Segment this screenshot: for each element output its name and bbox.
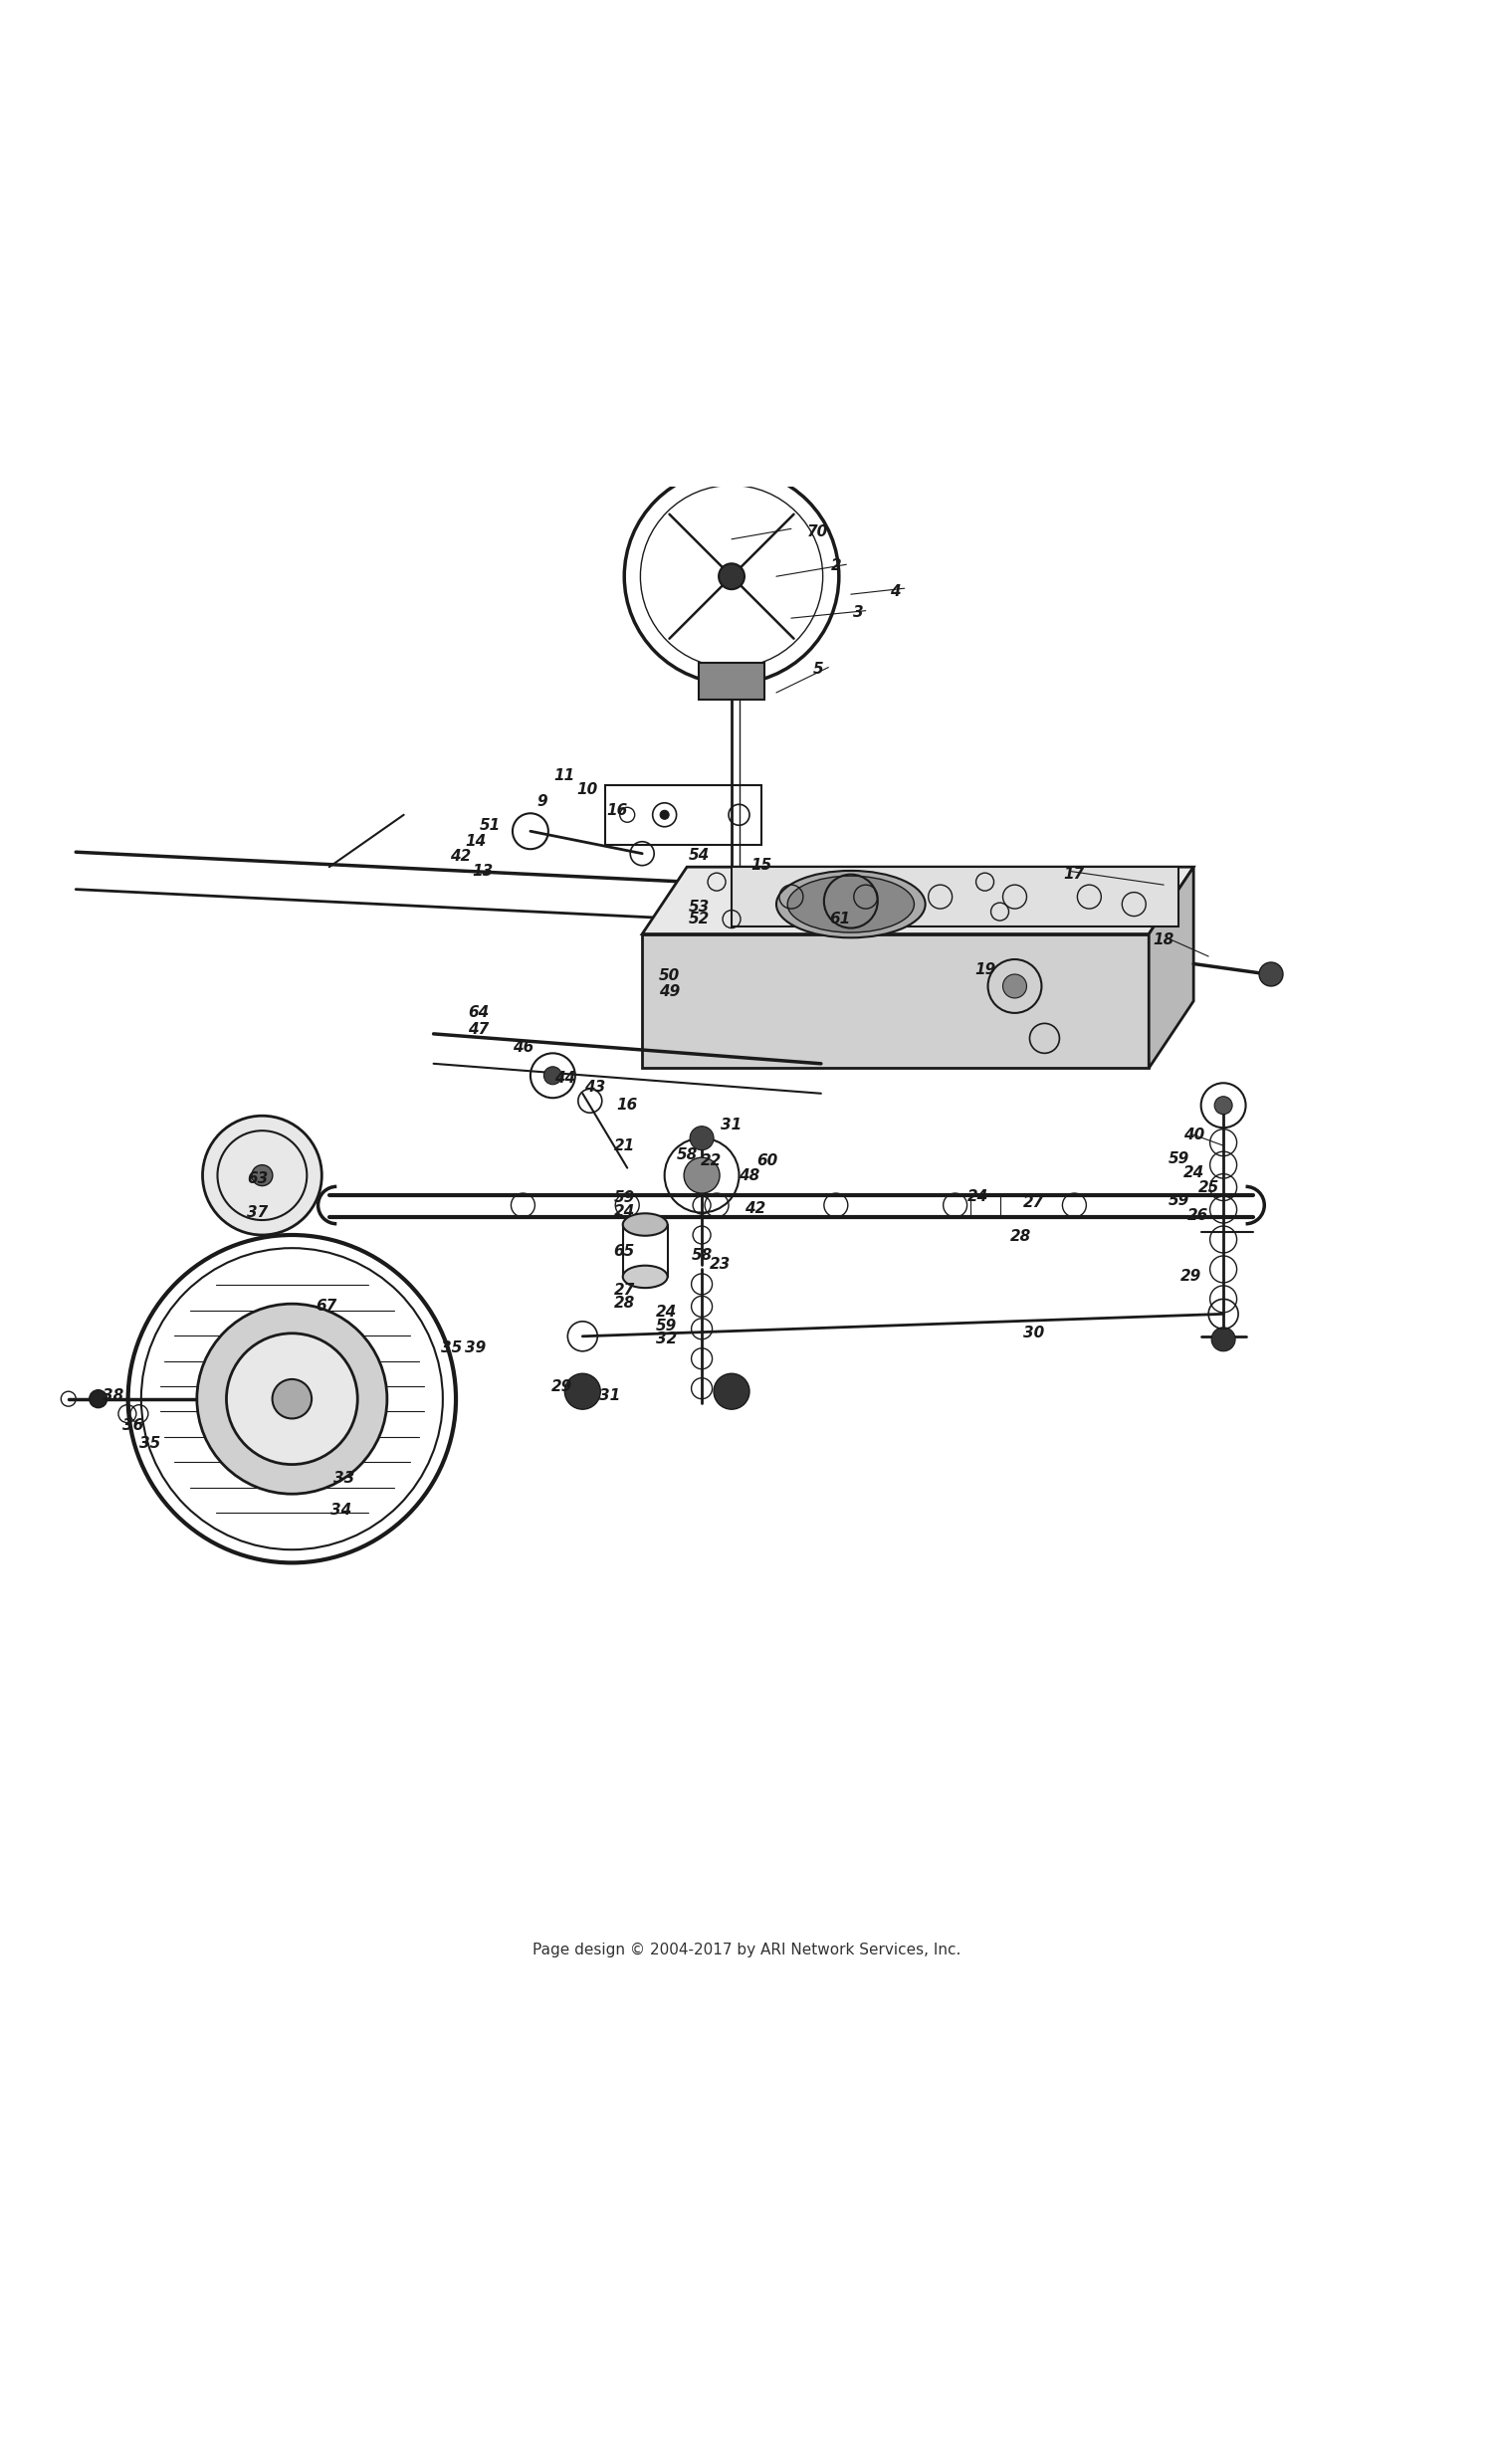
Text: Page design © 2004-2017 by ARI Network Services, Inc.: Page design © 2004-2017 by ARI Network S…: [533, 1942, 960, 1956]
Text: 18: 18: [1153, 931, 1175, 949]
Text: 22: 22: [700, 1153, 721, 1168]
Text: 15: 15: [751, 857, 772, 872]
Text: 43: 43: [584, 1079, 605, 1094]
Text: 17: 17: [1065, 867, 1085, 882]
Text: 4: 4: [890, 584, 900, 599]
Text: 59: 59: [1168, 1151, 1190, 1165]
Text: 24: 24: [655, 1306, 676, 1321]
Text: 61: 61: [830, 912, 851, 926]
Polygon shape: [732, 867, 1178, 926]
Circle shape: [564, 1372, 600, 1409]
Circle shape: [718, 564, 745, 589]
Text: 58: 58: [676, 1148, 697, 1163]
Text: 36: 36: [122, 1419, 143, 1434]
Circle shape: [690, 1126, 714, 1151]
Text: 49: 49: [658, 986, 679, 1000]
Text: 52: 52: [688, 912, 709, 926]
Text: 37: 37: [248, 1205, 269, 1220]
Text: 70: 70: [808, 525, 829, 540]
Text: 16: 16: [606, 803, 627, 818]
Circle shape: [197, 1303, 387, 1493]
Circle shape: [272, 1380, 312, 1419]
Text: 58: 58: [691, 1249, 712, 1264]
Polygon shape: [642, 934, 1150, 1067]
Circle shape: [660, 811, 669, 818]
Text: 2: 2: [830, 559, 841, 574]
Text: 59: 59: [655, 1318, 676, 1333]
Text: 67: 67: [315, 1299, 337, 1313]
FancyBboxPatch shape: [687, 904, 746, 949]
Text: 35: 35: [440, 1340, 461, 1355]
Text: 24: 24: [967, 1188, 988, 1205]
Text: 31: 31: [599, 1387, 620, 1404]
Text: 3: 3: [853, 604, 863, 618]
Text: 27: 27: [1024, 1195, 1045, 1210]
Polygon shape: [705, 424, 758, 461]
Text: 5: 5: [812, 660, 823, 675]
Text: 59: 59: [614, 1190, 635, 1205]
Text: 54: 54: [688, 848, 709, 862]
Text: 53: 53: [688, 899, 709, 914]
Text: 34: 34: [330, 1503, 352, 1518]
Text: 38: 38: [103, 1387, 124, 1404]
Text: 32: 32: [655, 1333, 676, 1348]
Text: 24: 24: [1182, 1165, 1205, 1180]
Circle shape: [227, 1333, 357, 1464]
Text: 44: 44: [554, 1072, 575, 1087]
Text: 27: 27: [614, 1284, 635, 1299]
Text: 9: 9: [537, 793, 548, 808]
Text: 10: 10: [576, 781, 597, 796]
Text: 60: 60: [757, 1153, 778, 1168]
Circle shape: [1003, 973, 1027, 998]
Ellipse shape: [787, 875, 914, 931]
Text: 31: 31: [721, 1116, 742, 1131]
Text: 13: 13: [472, 865, 493, 880]
Text: 35: 35: [140, 1437, 161, 1451]
Ellipse shape: [776, 870, 926, 939]
Polygon shape: [642, 867, 1193, 934]
Text: 29: 29: [1179, 1269, 1202, 1284]
Text: 19: 19: [975, 963, 996, 978]
Text: 42: 42: [449, 850, 470, 865]
Text: 33: 33: [333, 1471, 355, 1486]
Polygon shape: [1150, 867, 1193, 1067]
Circle shape: [684, 1158, 720, 1193]
Text: 23: 23: [709, 1257, 730, 1271]
Text: 48: 48: [739, 1168, 760, 1183]
FancyBboxPatch shape: [699, 663, 764, 700]
Text: 63: 63: [248, 1170, 269, 1185]
Text: 42: 42: [745, 1200, 766, 1215]
Text: 29: 29: [551, 1380, 572, 1395]
Text: 21: 21: [614, 1138, 635, 1153]
Text: 65: 65: [614, 1244, 635, 1259]
Ellipse shape: [623, 1266, 667, 1289]
Text: 24: 24: [614, 1205, 635, 1220]
Circle shape: [252, 1165, 273, 1185]
Text: 25: 25: [1197, 1180, 1220, 1195]
Text: 16: 16: [617, 1099, 638, 1114]
Text: 47: 47: [467, 1023, 488, 1037]
Text: 46: 46: [512, 1040, 533, 1055]
Text: 28: 28: [614, 1296, 635, 1311]
Circle shape: [90, 1390, 107, 1407]
Text: 11: 11: [554, 769, 575, 784]
Circle shape: [543, 1067, 561, 1084]
Text: 28: 28: [1011, 1230, 1032, 1244]
Text: 51: 51: [479, 818, 500, 833]
Circle shape: [203, 1116, 322, 1234]
Ellipse shape: [623, 1212, 667, 1237]
Text: 64: 64: [467, 1005, 488, 1020]
Circle shape: [1211, 1328, 1235, 1350]
Circle shape: [1214, 1096, 1232, 1114]
Text: 39: 39: [464, 1340, 485, 1355]
Text: 40: 40: [1182, 1129, 1205, 1143]
Circle shape: [1259, 963, 1282, 986]
Text: 14: 14: [464, 835, 485, 850]
Text: 50: 50: [658, 968, 679, 983]
Circle shape: [714, 1372, 749, 1409]
Text: 59: 59: [1168, 1193, 1190, 1207]
Text: 30: 30: [1024, 1326, 1045, 1340]
Text: 26: 26: [1187, 1207, 1209, 1222]
